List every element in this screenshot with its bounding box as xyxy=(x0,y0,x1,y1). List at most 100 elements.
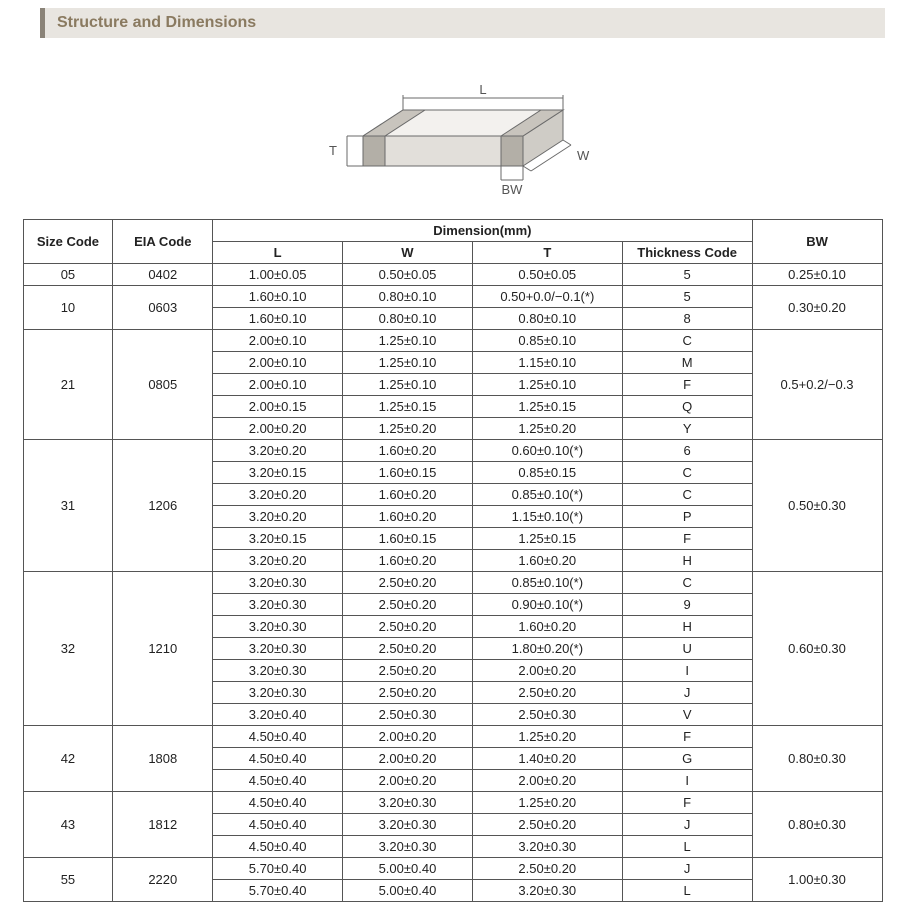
cell-eia: 0402 xyxy=(113,264,213,286)
cell-tc: H xyxy=(622,616,752,638)
cell-t: 2.50±0.20 xyxy=(472,682,622,704)
cell-tc: F xyxy=(622,374,752,396)
cell-l: 2.00±0.10 xyxy=(213,374,343,396)
cell-l: 3.20±0.20 xyxy=(213,550,343,572)
cell-t: 0.85±0.10(*) xyxy=(472,572,622,594)
cell-tc: I xyxy=(622,660,752,682)
svg-text:BW: BW xyxy=(501,182,523,197)
cell-tc: J xyxy=(622,814,752,836)
cell-w: 3.20±0.30 xyxy=(343,814,473,836)
cell-size: 43 xyxy=(23,792,113,858)
col-t: T xyxy=(472,242,622,264)
cell-bw: 0.25±0.10 xyxy=(752,264,882,286)
cell-l: 2.00±0.10 xyxy=(213,330,343,352)
section-header: Structure and Dimensions xyxy=(40,8,885,38)
table-row: 0504021.00±0.050.50±0.050.50±0.0550.25±0… xyxy=(23,264,882,286)
cell-t: 0.60±0.10(*) xyxy=(472,440,622,462)
cell-t: 0.85±0.10(*) xyxy=(472,484,622,506)
cell-w: 1.60±0.20 xyxy=(343,506,473,528)
cell-tc: 6 xyxy=(622,440,752,462)
cell-l: 2.00±0.20 xyxy=(213,418,343,440)
cell-l: 3.20±0.30 xyxy=(213,616,343,638)
cell-t: 3.20±0.30 xyxy=(472,880,622,902)
col-w: W xyxy=(343,242,473,264)
cell-t: 2.00±0.20 xyxy=(472,770,622,792)
cell-w: 2.50±0.20 xyxy=(343,594,473,616)
cell-t: 1.60±0.20 xyxy=(472,616,622,638)
cell-t: 3.20±0.30 xyxy=(472,836,622,858)
cell-t: 1.25±0.20 xyxy=(472,792,622,814)
cell-eia: 0805 xyxy=(113,330,213,440)
cell-w: 2.50±0.20 xyxy=(343,616,473,638)
col-bw: BW xyxy=(752,220,882,264)
cell-w: 2.50±0.20 xyxy=(343,638,473,660)
cell-l: 3.20±0.30 xyxy=(213,682,343,704)
cell-tc: F xyxy=(622,792,752,814)
col-l: L xyxy=(213,242,343,264)
cell-l: 1.60±0.10 xyxy=(213,286,343,308)
cell-l: 3.20±0.30 xyxy=(213,638,343,660)
cell-size: 32 xyxy=(23,572,113,726)
cell-size: 42 xyxy=(23,726,113,792)
cell-w: 1.25±0.10 xyxy=(343,352,473,374)
col-size: Size Code xyxy=(23,220,113,264)
cell-tc: C xyxy=(622,572,752,594)
cell-w: 0.80±0.10 xyxy=(343,286,473,308)
cell-w: 1.60±0.15 xyxy=(343,462,473,484)
cell-w: 0.50±0.05 xyxy=(343,264,473,286)
cell-t: 0.85±0.15 xyxy=(472,462,622,484)
cell-w: 2.00±0.20 xyxy=(343,770,473,792)
cell-l: 3.20±0.20 xyxy=(213,484,343,506)
cell-l: 4.50±0.40 xyxy=(213,726,343,748)
cell-size: 55 xyxy=(23,858,113,902)
cell-tc: M xyxy=(622,352,752,374)
cell-eia: 2220 xyxy=(113,858,213,902)
cell-t: 1.25±0.15 xyxy=(472,528,622,550)
cell-l: 4.50±0.40 xyxy=(213,814,343,836)
table-row: 4218084.50±0.402.00±0.201.25±0.20F0.80±0… xyxy=(23,726,882,748)
cell-t: 1.40±0.20 xyxy=(472,748,622,770)
cell-l: 2.00±0.15 xyxy=(213,396,343,418)
cell-tc: U xyxy=(622,638,752,660)
cell-t: 1.25±0.10 xyxy=(472,374,622,396)
cell-tc: C xyxy=(622,330,752,352)
cell-l: 4.50±0.40 xyxy=(213,836,343,858)
cell-l: 5.70±0.40 xyxy=(213,858,343,880)
table-row: 3212103.20±0.302.50±0.200.85±0.10(*)C0.6… xyxy=(23,572,882,594)
cell-t: 2.50±0.20 xyxy=(472,858,622,880)
cell-t: 0.90±0.10(*) xyxy=(472,594,622,616)
cell-bw: 0.30±0.20 xyxy=(752,286,882,330)
cell-bw: 0.80±0.30 xyxy=(752,726,882,792)
col-dim: Dimension(mm) xyxy=(213,220,752,242)
cell-tc: Y xyxy=(622,418,752,440)
cell-t: 2.50±0.30 xyxy=(472,704,622,726)
cell-tc: C xyxy=(622,462,752,484)
cell-tc: Q xyxy=(622,396,752,418)
cell-l: 3.20±0.30 xyxy=(213,594,343,616)
cell-w: 2.00±0.20 xyxy=(343,748,473,770)
cell-tc: 5 xyxy=(622,264,752,286)
cell-tc: G xyxy=(622,748,752,770)
section-title: Structure and Dimensions xyxy=(57,14,256,31)
cell-size: 21 xyxy=(23,330,113,440)
cell-w: 2.50±0.20 xyxy=(343,572,473,594)
cell-eia: 1206 xyxy=(113,440,213,572)
cell-w: 2.50±0.30 xyxy=(343,704,473,726)
cell-w: 3.20±0.30 xyxy=(343,836,473,858)
col-eia: EIA Code xyxy=(113,220,213,264)
table-row: 1006031.60±0.100.80±0.100.50+0.0/−0.1(*)… xyxy=(23,286,882,308)
cell-size: 10 xyxy=(23,286,113,330)
cell-l: 3.20±0.15 xyxy=(213,528,343,550)
cell-l: 4.50±0.40 xyxy=(213,748,343,770)
cell-w: 1.60±0.20 xyxy=(343,440,473,462)
cell-tc: L xyxy=(622,880,752,902)
svg-text:L: L xyxy=(479,82,486,97)
cell-tc: J xyxy=(622,682,752,704)
cell-l: 5.70±0.40 xyxy=(213,880,343,902)
cell-l: 1.60±0.10 xyxy=(213,308,343,330)
cell-w: 3.20±0.30 xyxy=(343,792,473,814)
cell-tc: J xyxy=(622,858,752,880)
cell-t: 2.00±0.20 xyxy=(472,660,622,682)
cell-w: 2.50±0.20 xyxy=(343,660,473,682)
cell-t: 0.50±0.05 xyxy=(472,264,622,286)
